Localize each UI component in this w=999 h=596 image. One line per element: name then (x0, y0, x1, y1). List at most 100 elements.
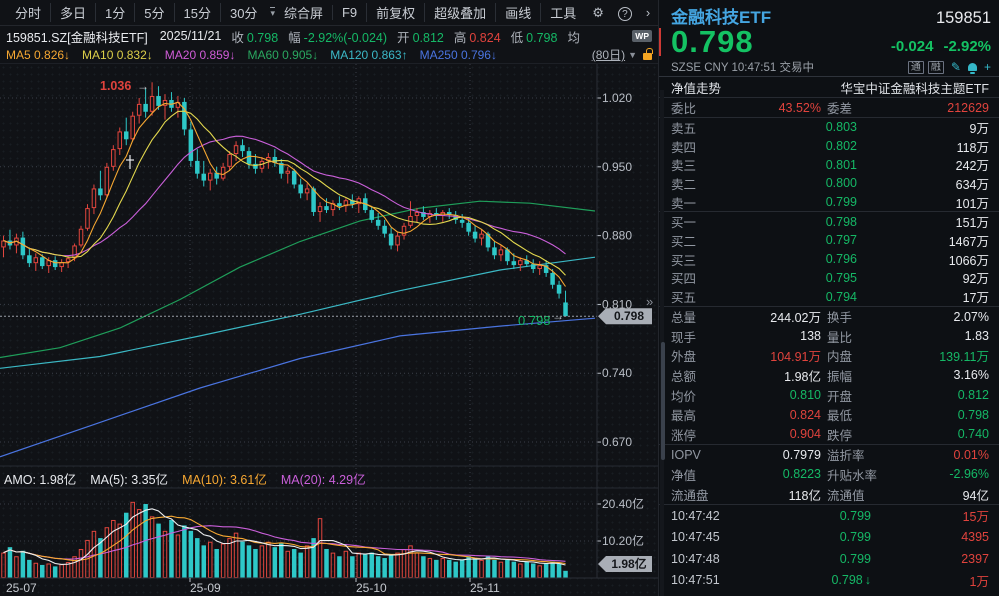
toolbar-tab[interactable]: 前复权 (366, 3, 424, 22)
weibi-value: 43.52% (778, 100, 821, 115)
stat-value: 139.11万 (939, 350, 989, 365)
volume-bar (14, 556, 19, 579)
volume-bar (350, 556, 355, 578)
volume-bar (111, 519, 116, 578)
candle-body (188, 129, 194, 161)
panel-scrollbar[interactable] (660, 90, 665, 596)
valuation-section: IOPV 0.7979 溢折率 0.01% 净值 0.8223 升贴水率 -2.96% 流通盘 1… (659, 445, 999, 505)
candle-body (123, 131, 129, 140)
volume-bar (52, 566, 58, 578)
wp-badge-icon[interactable]: WP (632, 30, 652, 42)
volume-bar (182, 525, 187, 578)
quote-field-value: 0.798 (246, 30, 279, 45)
toolbar-tab[interactable]: 多日 (50, 3, 95, 22)
toolbar-tab[interactable]: 5分 (134, 3, 173, 22)
tick-volume: 2397 (961, 551, 989, 566)
candlestick-chart-area[interactable]: 1.020 0.950 0.880 0.810 0.740 0.670 20.40亿 10.2… (0, 64, 658, 596)
volume-bar (156, 523, 161, 578)
volume-bar (227, 538, 232, 578)
quote-field-label: 低 (510, 30, 524, 45)
ma5-line (3, 101, 566, 287)
volume-bar (33, 562, 39, 579)
ma120-line (0, 256, 596, 369)
toolbar-tab[interactable]: 15分 (173, 3, 220, 22)
volume-bar (395, 552, 400, 578)
volume-bar (472, 558, 478, 578)
fund-full-name: 华宝中证金融科技主题ETF (840, 81, 989, 96)
level-label: 买五 (671, 291, 697, 306)
market-badges: 通融 (904, 61, 944, 74)
panel-scrollbar-thumb[interactable] (661, 342, 665, 460)
candle-body (317, 206, 323, 213)
toolbar-tab[interactable]: 工具 (540, 3, 585, 22)
ask-row[interactable]: 卖五 0.803 9万 (659, 118, 999, 137)
level-label: 卖四 (671, 140, 697, 155)
arrow-down-icon: ↓ (864, 573, 871, 588)
stat-value: 0.798 (957, 407, 989, 422)
volume-bar (214, 548, 219, 578)
panel-collapse-handle[interactable]: » (646, 294, 654, 309)
ask-row[interactable]: 卖四 0.802 118万 (659, 137, 999, 156)
toolbar-tab[interactable]: 30分 (219, 3, 266, 22)
stat-value: 104.91万 (770, 350, 821, 365)
toolbar-tab[interactable]: F9 (331, 5, 366, 20)
price-axis-label: 0.740 (602, 366, 632, 380)
level-volume: 118万 (956, 140, 989, 155)
ma20-line (3, 135, 566, 257)
tick-row: 10:47:48 0.799 2397 (659, 548, 999, 570)
volume-bar (369, 552, 374, 578)
toolbar-tab[interactable]: 超级叠加 (424, 3, 495, 22)
ma-period-selector[interactable]: (80日) (591, 48, 626, 62)
chevron-right-icon[interactable]: › (645, 5, 651, 20)
unlock-icon[interactable] (643, 47, 653, 60)
weibi-row: 委比 43.52% 委差 212629 (659, 98, 999, 118)
quote-field-value: 0.798 (526, 30, 558, 45)
candle-body (117, 131, 123, 150)
volume-bar (304, 545, 310, 578)
toolbar-tab[interactable]: 分时 (15, 6, 42, 21)
candle-body (498, 249, 504, 256)
candle-body (401, 225, 407, 236)
tick-list: 10:47:42 0.799 15万 10:47:45 0.799 4395 10:47:4… (659, 505, 999, 591)
help-icon[interactable]: ? (611, 5, 639, 21)
tick-volume: 15万 (962, 510, 989, 525)
ask-row[interactable]: 卖一 0.799 101万 (659, 193, 999, 212)
pencil-icon[interactable]: ✎ (950, 60, 961, 74)
volume-bar (59, 564, 64, 579)
candle-body (20, 237, 26, 256)
candle-body (91, 188, 97, 209)
gear-icon[interactable]: ⚙ (592, 4, 604, 20)
volume-bar (466, 556, 471, 578)
stat-value: 0.7979 (782, 447, 821, 462)
bid-row[interactable]: 买四 0.795 92万 (659, 269, 999, 288)
bid-row[interactable]: 买二 0.797 1467万 (659, 231, 999, 250)
ask-row[interactable]: 卖三 0.801 242万 (659, 155, 999, 174)
bid-row[interactable]: 买五 0.794 17万 (659, 287, 999, 306)
toolbar-tab[interactable]: 综合屏 (283, 6, 323, 21)
toolbar-tab[interactable]: 1分 (95, 3, 134, 22)
kline-chart-svg[interactable]: 1.020 0.950 0.880 0.810 0.740 0.670 20.40亿 10.2… (0, 64, 658, 596)
weibi-label: 委比 (671, 102, 697, 116)
bid-row[interactable]: 买一 0.798 151万 (659, 212, 999, 231)
volume-bar (427, 558, 433, 579)
ask-row[interactable]: 卖二 0.800 634万 (659, 174, 999, 193)
toolbar-tab[interactable]: 画线 (495, 3, 540, 22)
tab-nav-trend[interactable]: 净值走势 (671, 81, 722, 96)
bid-row[interactable]: 买三 0.796 1066万 (659, 250, 999, 269)
volume-bar (20, 550, 26, 578)
stat-label: 开盘 (827, 389, 853, 404)
stat-value: 1.83 (964, 329, 989, 344)
candle-body (505, 249, 510, 262)
stat-value: 244.02万 (770, 311, 821, 326)
volume-indicator-value: MA(5): 3.35亿 (90, 472, 169, 487)
high-price-annotation: 1.036 (100, 79, 131, 93)
bid-levels: 买一 0.798 151万 买二 0.797 1467万 买三 0.796 1066万 买四 0.7… (659, 212, 999, 307)
stat-row: 总量 244.02万 换手 2.07% (659, 307, 999, 327)
bell-icon[interactable] (967, 63, 977, 74)
chevron-down-icon[interactable]: ▼ (628, 49, 637, 60)
level-label: 卖一 (671, 196, 697, 211)
quote-field-value: -2.92%(-0.024) (303, 30, 388, 45)
plus-icon[interactable]: + (983, 60, 991, 74)
period-dropdown-icon[interactable]: ▾ (270, 7, 275, 18)
candle-body (524, 260, 530, 265)
